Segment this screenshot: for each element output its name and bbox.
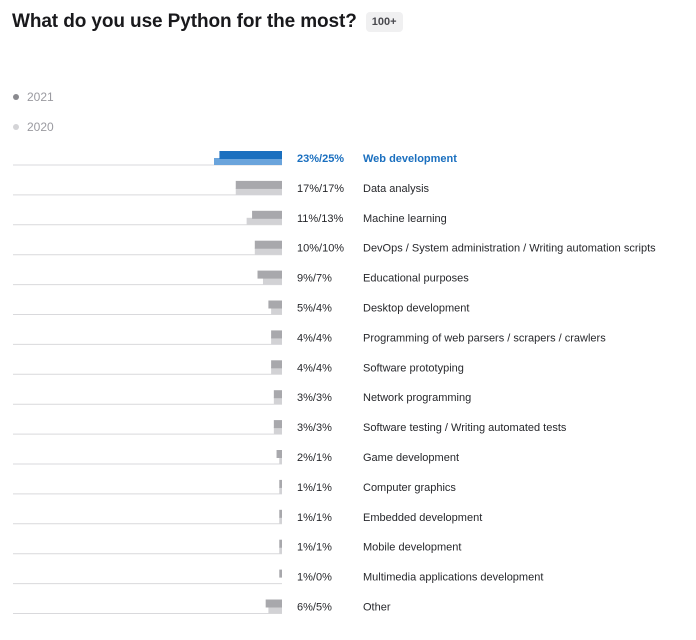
legend-label-2021: 2021 xyxy=(27,90,54,104)
chart-row[interactable]: 1%/1% Mobile development xyxy=(13,539,461,555)
bar-2021 xyxy=(279,479,282,488)
category-label: Game development xyxy=(363,452,459,464)
chart-header: What do you use Python for the most? 100… xyxy=(12,11,403,33)
bar-2020 xyxy=(262,277,282,285)
percent-label: 23%/25% xyxy=(297,153,344,165)
bar-2020 xyxy=(271,337,282,345)
category-label: Educational purposes xyxy=(363,273,469,285)
chart-row[interactable]: 10%/10% DevOps / System administration / … xyxy=(13,240,656,256)
percent-label: 1%/1% xyxy=(297,482,332,494)
legend-dot-2020 xyxy=(13,124,19,130)
bar-2020 xyxy=(268,606,282,614)
category-label: Mobile development xyxy=(363,542,461,554)
bar-2021 xyxy=(279,539,282,548)
category-label: Network programming xyxy=(363,392,471,404)
category-label: DevOps / System administration / Writing… xyxy=(363,243,656,255)
bar-2021 xyxy=(271,330,282,339)
percent-label: 11%/13% xyxy=(297,213,343,225)
chart-row[interactable]: 3%/3% Network programming xyxy=(13,390,471,405)
legend-label-2020: 2020 xyxy=(27,120,54,134)
bar-2020 xyxy=(246,217,282,225)
bar-2020 xyxy=(235,187,282,195)
bar-2021 xyxy=(252,210,282,219)
chart-row[interactable]: 9%/7% Educational purposes xyxy=(13,270,469,286)
chart-row[interactable]: 1%/1% Computer graphics xyxy=(13,479,456,495)
bar-2020 xyxy=(273,427,282,435)
bar-2021 xyxy=(271,360,282,369)
bar-2021 xyxy=(265,599,282,608)
percent-label: 6%/5% xyxy=(297,602,332,614)
bar-2020 xyxy=(279,457,282,464)
bar-2021 xyxy=(273,390,282,399)
chart-row[interactable]: 17%/17% Data analysis xyxy=(13,180,430,196)
chart-row[interactable]: 1%/0% Multimedia applications development xyxy=(13,569,543,585)
category-label: Software prototyping xyxy=(363,362,464,374)
percent-label: 1%/1% xyxy=(297,542,332,554)
bar-2020 xyxy=(273,397,282,405)
chart-title: What do you use Python for the most? xyxy=(12,11,357,32)
legend-item-2021[interactable]: 2021 xyxy=(13,90,54,104)
percent-label: 9%/7% xyxy=(297,273,332,285)
bar-chart: 23%/25% Web development 17%/17% Data analys… xyxy=(13,151,656,614)
percent-label: 3%/3% xyxy=(297,392,332,404)
chart-row[interactable]: 1%/1% Embedded development xyxy=(13,509,482,525)
bar-2021 xyxy=(257,270,282,279)
category-label: Software testing / Writing automated tes… xyxy=(363,422,567,434)
bar-2020 xyxy=(279,546,282,554)
bar-2021 xyxy=(268,300,282,309)
legend-dot-2021 xyxy=(13,94,19,100)
bar-2021 xyxy=(273,420,282,429)
legend-item-2020[interactable]: 2020 xyxy=(13,120,54,134)
bar-2021 xyxy=(279,569,282,578)
category-label: Other xyxy=(363,602,391,614)
bar-2020 xyxy=(214,158,282,165)
bar-2020 xyxy=(279,486,282,494)
percent-label: 4%/4% xyxy=(297,362,332,374)
bar-2020 xyxy=(271,307,282,315)
category-label: Programming of web parsers / scrapers / … xyxy=(363,332,606,344)
bar-2020 xyxy=(254,247,282,255)
chart-row[interactable]: 4%/4% Programming of web parsers / scrape… xyxy=(13,330,606,345)
chart-row[interactable]: 5%/4% Desktop development xyxy=(13,300,469,315)
percent-label: 17%/17% xyxy=(297,183,344,195)
category-label: Computer graphics xyxy=(363,482,456,494)
category-label: Data analysis xyxy=(363,183,430,195)
chart-row[interactable]: 3%/3% Software testing / Writing automate… xyxy=(13,420,567,435)
category-label: Web development xyxy=(363,153,457,165)
percent-label: 4%/4% xyxy=(297,332,332,344)
percent-label: 2%/1% xyxy=(297,452,332,464)
chart-row[interactable]: 11%/13% Machine learning xyxy=(13,210,447,226)
category-label: Machine learning xyxy=(363,213,447,225)
percent-label: 5%/4% xyxy=(297,303,332,315)
bar-2020 xyxy=(279,516,282,524)
chart-row[interactable]: 2%/1% Game development xyxy=(13,450,459,465)
percent-label: 1%/0% xyxy=(297,572,332,584)
bar-2021 xyxy=(276,450,282,458)
bar-2021 xyxy=(254,240,282,249)
category-label: Embedded development xyxy=(363,512,482,524)
percent-label: 3%/3% xyxy=(297,422,332,434)
chart-row[interactable]: 6%/5% Other xyxy=(13,599,391,614)
chart-row[interactable]: 4%/4% Software prototyping xyxy=(13,360,464,375)
bar-2021 xyxy=(279,509,282,518)
bar-2020 xyxy=(271,367,282,375)
percent-label: 10%/10% xyxy=(297,243,344,255)
category-label: Desktop development xyxy=(363,303,469,315)
bar-2021 xyxy=(219,151,282,159)
chart-row[interactable]: 23%/25% Web development xyxy=(13,151,457,166)
category-label: Multimedia applications development xyxy=(363,572,543,584)
bar-2021 xyxy=(235,180,282,189)
count-badge: 100+ xyxy=(365,12,403,32)
percent-label: 1%/1% xyxy=(297,512,332,524)
legend: 2021 2020 xyxy=(13,90,54,150)
